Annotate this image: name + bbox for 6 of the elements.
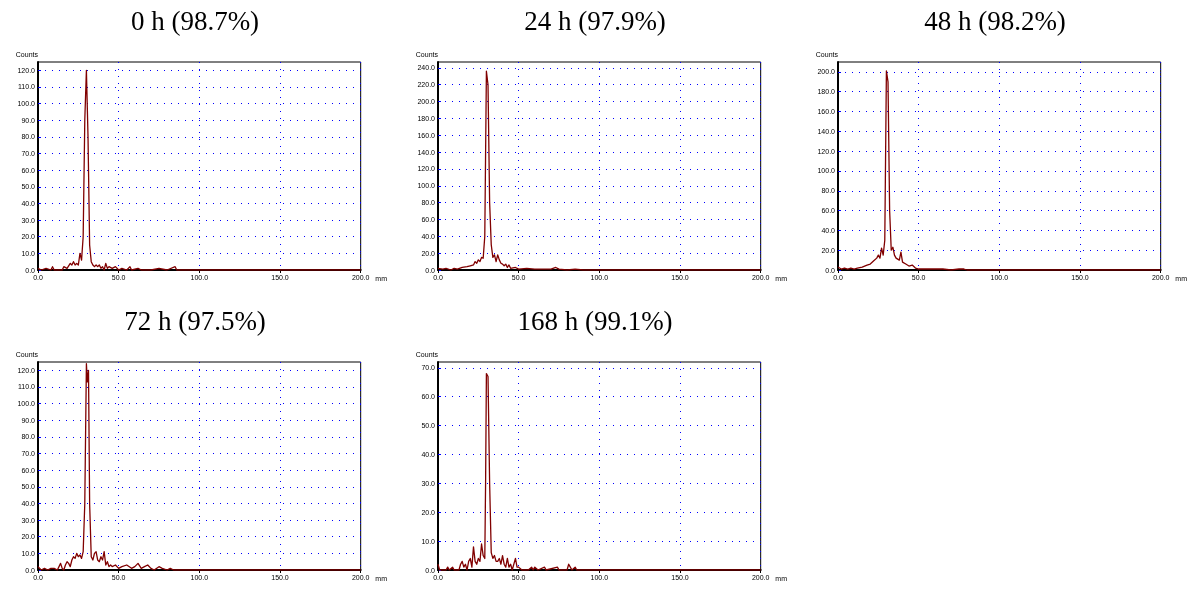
chart-title: 168 h (99.1%) <box>517 305 673 336</box>
line-series <box>37 363 362 571</box>
chart-title: 48 h (98.2%) <box>924 5 1066 36</box>
chart-title: 72 h (97.5%) <box>124 305 266 336</box>
chart-title: 24 h (97.9%) <box>524 5 666 36</box>
chart-title: 0 h (98.7%) <box>130 5 260 36</box>
